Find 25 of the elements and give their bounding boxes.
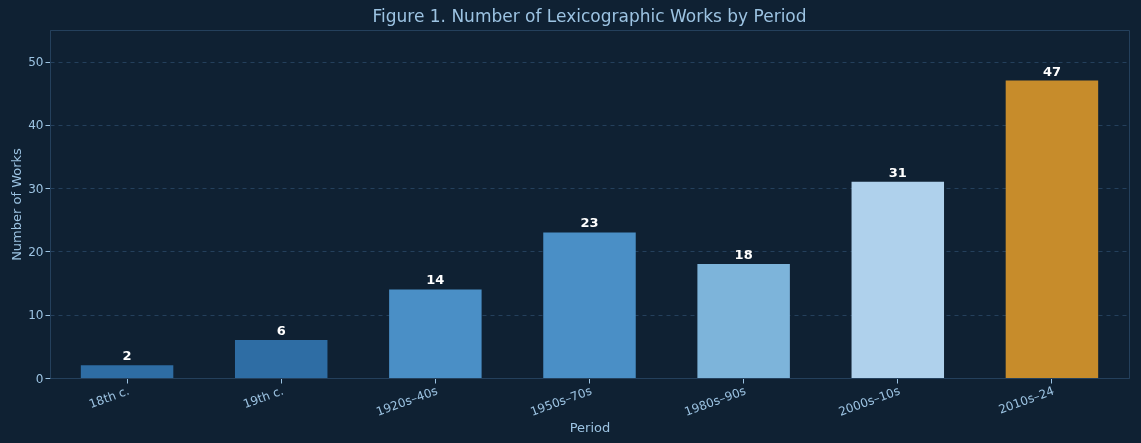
bar	[851, 181, 945, 378]
bar	[697, 264, 790, 378]
y-tick-label: 10	[28, 308, 44, 323]
data-label: 23	[580, 215, 599, 231]
x-tick-label: 19th c.	[241, 383, 286, 412]
data-label: 18	[734, 247, 753, 263]
bar	[1005, 80, 1099, 378]
x-tick-label: 18th c.	[87, 383, 132, 412]
data-label: 31	[888, 164, 907, 180]
bar	[234, 340, 328, 378]
y-tick-label: 50	[28, 55, 44, 70]
y-axis-title: Number of Works	[9, 147, 25, 261]
x-axis-title: Period	[569, 419, 611, 435]
data-label: 14	[426, 272, 445, 288]
bar	[389, 289, 482, 378]
data-label: 6	[276, 323, 286, 339]
y-tick-label: 0	[35, 371, 44, 386]
y-tick-label: 20	[28, 244, 44, 259]
bar	[543, 232, 636, 378]
y-tick-label: 30	[28, 181, 44, 196]
data-label: 47	[1042, 63, 1061, 79]
chart-title: Figure 1. Number of Lexicographic Works by Period	[372, 6, 807, 26]
data-label: 2	[122, 348, 132, 364]
y-tick-label: 40	[28, 118, 44, 133]
bar	[80, 365, 174, 378]
